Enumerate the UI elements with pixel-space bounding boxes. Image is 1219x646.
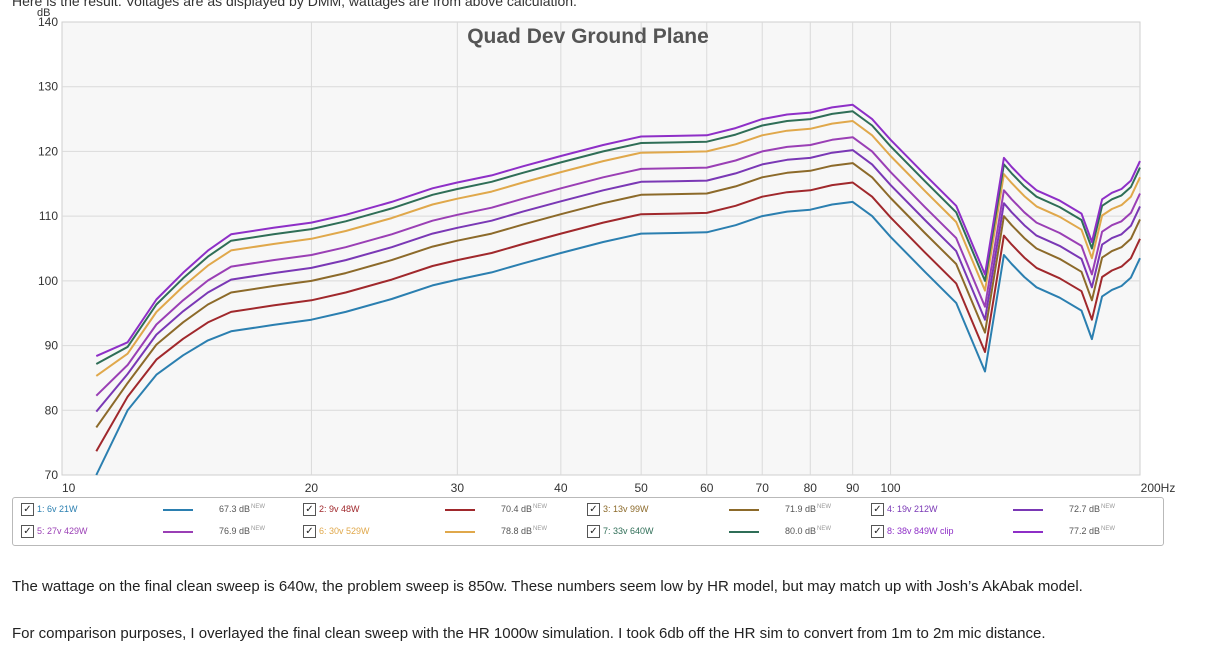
x-tick-label: 20: [305, 481, 319, 495]
new-badge: NEW: [817, 526, 832, 532]
y-axis-ticks: 140 130 120 110 100 90 80 70: [38, 15, 58, 482]
y-tick-label: 110: [39, 209, 58, 223]
legend-value-3: 71.9 dBNEW: [785, 504, 831, 514]
y-tick-label: 140: [38, 15, 58, 29]
legend-value-6-text: 78.8 dB: [501, 526, 533, 536]
y-tick-label: 130: [38, 80, 58, 94]
series-lines: [95, 103, 1141, 476]
legend-label-3: 3: 13v 99W: [603, 504, 649, 514]
legend-swatch-5: [163, 531, 193, 533]
legend-checkbox-6[interactable]: ✓: [303, 525, 316, 538]
paragraph-wattage: The wattage on the final clean sweep is …: [12, 578, 1083, 595]
y-tick-label: 100: [38, 274, 58, 288]
legend-row: ✓ 5: 27v 429W 76.9 dBNEW ✓ 6: 30v 529W 7…: [13, 522, 1163, 542]
legend-swatch-6: [445, 531, 475, 533]
x-tick-label: 40: [554, 481, 568, 495]
legend-value-5-text: 76.9 dB: [219, 526, 251, 536]
y-tick-label: 80: [45, 403, 59, 417]
grid-lines: [62, 22, 1140, 475]
legend-value-7-text: 80.0 dB: [785, 526, 817, 536]
legend-checkbox-1[interactable]: ✓: [21, 503, 34, 516]
legend-checkbox-8[interactable]: ✓: [871, 525, 884, 538]
new-badge: NEW: [533, 504, 548, 510]
new-badge: NEW: [251, 504, 266, 510]
x-tick-label: 60: [700, 481, 714, 495]
legend-value-2-text: 70.4 dB: [501, 504, 533, 514]
series-line-4: [95, 149, 1141, 413]
x-axis-ticks: 10 20 30 40 50 60 70 80 90 100 200Hz: [62, 481, 1175, 495]
intro-text: Here is the result. Voltages are as disp…: [12, 0, 577, 9]
x-tick-label: 90: [846, 481, 860, 495]
legend-value-2: 70.4 dBNEW: [501, 504, 547, 514]
legend-swatch-7: [729, 531, 759, 533]
legend-value-8: 77.2 dBNEW: [1069, 526, 1115, 536]
x-tick-label: 70: [756, 481, 770, 495]
legend-checkbox-2[interactable]: ✓: [303, 503, 316, 516]
series-line-6: [95, 120, 1141, 377]
legend-label-8: 8: 38v 849W clip: [887, 526, 954, 536]
new-badge: NEW: [1101, 526, 1116, 532]
legend-swatch-1: [163, 509, 193, 511]
series-line-2: [95, 181, 1141, 452]
legend-checkbox-5[interactable]: ✓: [21, 525, 34, 538]
legend-value-1-text: 67.3 dB: [219, 504, 251, 514]
legend-label-7: 7: 33v 640W: [603, 526, 654, 536]
paragraph-comparison: For comparison purposes, I overlayed the…: [12, 625, 1046, 642]
legend-checkbox-4[interactable]: ✓: [871, 503, 884, 516]
legend-checkbox-3[interactable]: ✓: [587, 503, 600, 516]
legend-value-8-text: 77.2 dB: [1069, 526, 1101, 536]
legend-swatch-2: [445, 509, 475, 511]
series-line-8: [95, 103, 1141, 358]
legend-swatch-4: [1013, 509, 1043, 511]
legend-checkbox-7[interactable]: ✓: [587, 525, 600, 538]
legend-swatch-3: [729, 509, 759, 511]
frequency-response-chart: 140 130 120 110 100 90 80 70 10 20 30 40 50 60 70 80 90…: [37, 7, 1175, 495]
new-badge: NEW: [1101, 504, 1116, 510]
legend-swatch-8: [1013, 531, 1043, 533]
y-tick-label: 120: [38, 144, 58, 158]
legend-value-4: 72.7 dBNEW: [1069, 504, 1115, 514]
legend-value-4-text: 72.7 dB: [1069, 504, 1101, 514]
y-tick-label: 90: [45, 339, 59, 353]
legend-row: ✓ 1: 6v 21W 67.3 dBNEW ✓ 2: 9v 48W 70.4 …: [13, 500, 1163, 520]
legend-label-4: 4: 19v 212W: [887, 504, 938, 514]
x-tick-label: 10: [62, 481, 76, 495]
x-tick-label: 30: [451, 481, 465, 495]
series-line-5: [95, 136, 1141, 397]
legend: ✓ 1: 6v 21W 67.3 dBNEW ✓ 2: 9v 48W 70.4 …: [12, 497, 1164, 546]
new-badge: NEW: [817, 504, 832, 510]
x-tick-label: 80: [804, 481, 818, 495]
legend-label-5: 5: 27v 429W: [37, 526, 88, 536]
legend-label-2: 2: 9v 48W: [319, 504, 360, 514]
legend-value-6: 78.8 dBNEW: [501, 526, 547, 536]
x-tick-label: 200Hz: [1141, 481, 1176, 495]
legend-value-7: 80.0 dBNEW: [785, 526, 831, 536]
new-badge: NEW: [533, 526, 548, 532]
legend-label-1: 1: 6v 21W: [37, 504, 78, 514]
legend-value-1: 67.3 dBNEW: [219, 504, 265, 514]
y-tick-label: 70: [45, 468, 59, 482]
legend-label-6: 6: 30v 529W: [319, 526, 370, 536]
x-tick-label: 100: [881, 481, 901, 495]
legend-value-3-text: 71.9 dB: [785, 504, 817, 514]
plot-area: [61, 21, 1141, 476]
x-tick-label: 50: [634, 481, 648, 495]
series-line-7: [95, 110, 1141, 365]
series-line-1: [95, 200, 1141, 476]
series-line-3: [95, 162, 1141, 428]
new-badge: NEW: [251, 526, 266, 532]
chart-title: Quad Dev Ground Plane: [467, 25, 709, 48]
legend-value-5: 76.9 dBNEW: [219, 526, 265, 536]
y-axis-unit: dB: [37, 7, 50, 19]
